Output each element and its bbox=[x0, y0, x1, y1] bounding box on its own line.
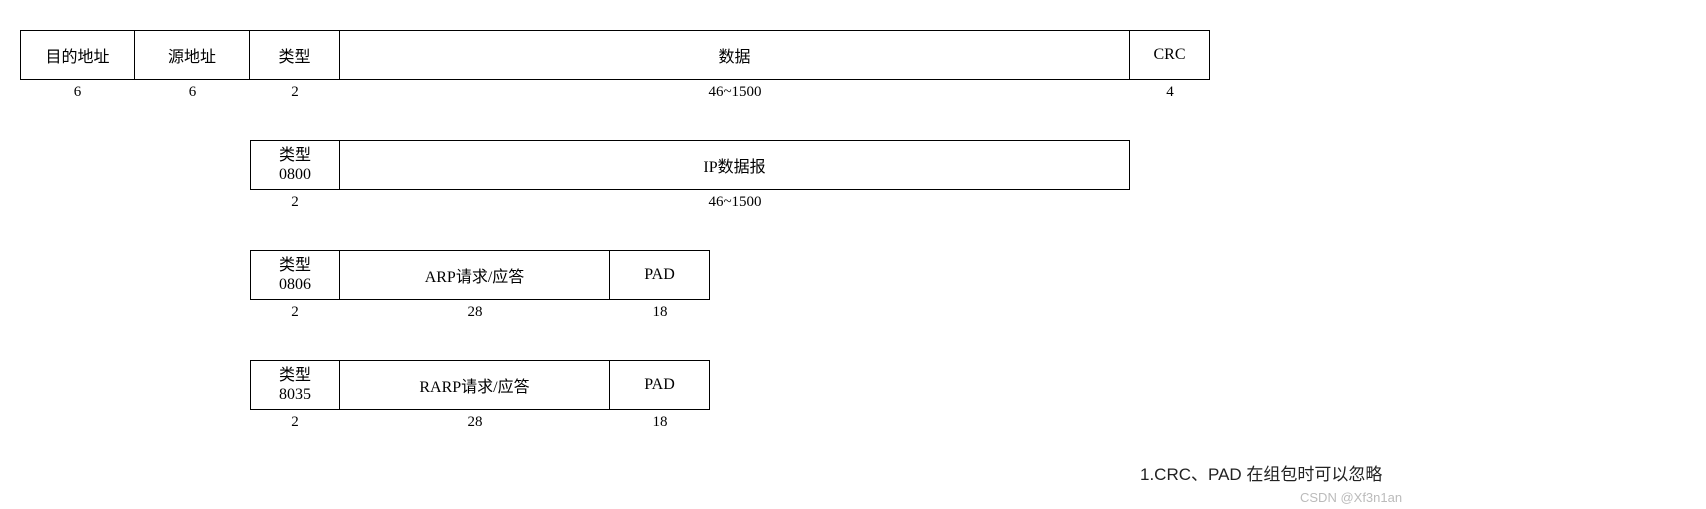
field-rarp-request-reply: RARP请求/应答 28 bbox=[340, 360, 610, 431]
ethernet-frame-diagram: 目的地址 6 源地址 6 类型 2 数据 46~1500 CRC 4 bbox=[20, 20, 1686, 489]
field-label-line2: 8035 bbox=[279, 385, 311, 404]
field-data: 数据 46~1500 bbox=[340, 30, 1130, 101]
field-label-line1: 类型 bbox=[279, 256, 311, 275]
field-label-line2: 0800 bbox=[279, 165, 311, 184]
byte-count: 2 bbox=[291, 194, 299, 211]
byte-count: 18 bbox=[653, 414, 668, 431]
field-type-0800: 类型 0800 2 bbox=[250, 140, 340, 211]
field-label-line2: 0806 bbox=[279, 275, 311, 294]
row-ip-datagram: 类型 0800 2 IP数据报 46~1500 bbox=[250, 140, 1130, 211]
field-label: 数据 bbox=[718, 43, 750, 67]
field-label: 目的地址 bbox=[45, 43, 109, 67]
field-label-line1: 类型 bbox=[279, 146, 311, 165]
row-rarp: 类型 8035 2 RARP请求/应答 28 PAD 18 bbox=[250, 360, 710, 431]
byte-count: 46~1500 bbox=[708, 194, 761, 211]
footer-note: 1.CRC、PAD 在组包时可以忽略 bbox=[1140, 460, 1382, 485]
field-type: 类型 2 bbox=[250, 30, 340, 101]
byte-count: 2 bbox=[291, 84, 299, 101]
field-label: 类型 bbox=[278, 43, 310, 67]
byte-count: 2 bbox=[291, 414, 299, 431]
field-ip-datagram: IP数据报 46~1500 bbox=[340, 140, 1130, 211]
watermark-text: CSDN @Xf3n1an bbox=[1300, 490, 1402, 505]
field-src-addr: 源地址 6 bbox=[135, 30, 250, 101]
byte-count: 28 bbox=[468, 414, 483, 431]
byte-count: 46~1500 bbox=[708, 84, 761, 101]
byte-count: 6 bbox=[189, 84, 197, 101]
row-arp: 类型 0806 2 ARP请求/应答 28 PAD 18 bbox=[250, 250, 710, 321]
byte-count: 18 bbox=[653, 304, 668, 321]
field-dest-addr: 目的地址 6 bbox=[20, 30, 135, 101]
byte-count: 4 bbox=[1166, 84, 1174, 101]
field-type-0806: 类型 0806 2 bbox=[250, 250, 340, 321]
field-crc: CRC 4 bbox=[1130, 30, 1210, 101]
field-label-line1: 类型 bbox=[279, 366, 311, 385]
byte-count: 6 bbox=[74, 84, 82, 101]
row-ethernet-frame: 目的地址 6 源地址 6 类型 2 数据 46~1500 CRC 4 bbox=[20, 30, 1210, 101]
field-label: ARP请求/应答 bbox=[425, 263, 525, 287]
field-type-8035: 类型 8035 2 bbox=[250, 360, 340, 431]
field-label: RARP请求/应答 bbox=[419, 373, 529, 397]
field-label: CRC bbox=[1153, 46, 1185, 64]
field-label: 源地址 bbox=[168, 43, 216, 67]
field-label: IP数据报 bbox=[703, 153, 765, 177]
field-arp-request-reply: ARP请求/应答 28 bbox=[340, 250, 610, 321]
byte-count: 28 bbox=[468, 304, 483, 321]
byte-count: 2 bbox=[291, 304, 299, 321]
field-pad: PAD 18 bbox=[610, 250, 710, 321]
field-label: PAD bbox=[644, 376, 675, 394]
field-label: PAD bbox=[644, 266, 675, 284]
field-pad: PAD 18 bbox=[610, 360, 710, 431]
